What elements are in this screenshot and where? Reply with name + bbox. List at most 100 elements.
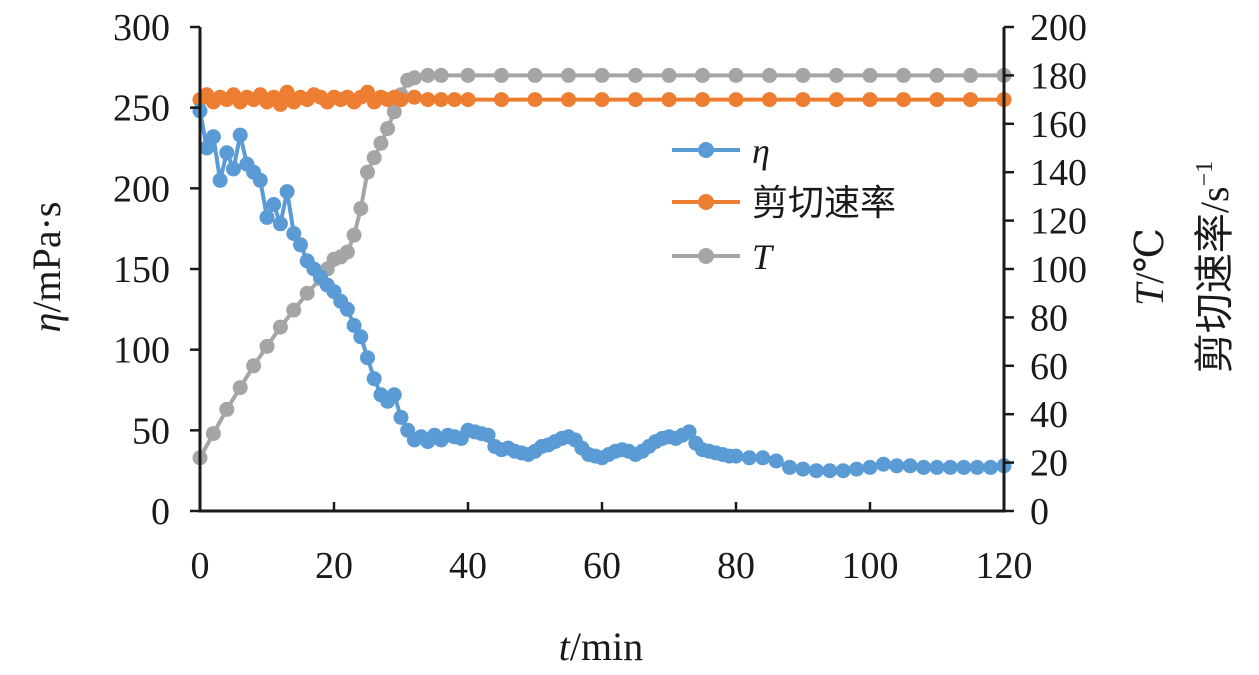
data-point-temperature bbox=[339, 244, 355, 260]
y-right-tick-label: 0 bbox=[1030, 491, 1049, 533]
x-tick-label: 80 bbox=[717, 545, 755, 587]
data-point-temperature bbox=[366, 150, 382, 166]
data-point-viscosity bbox=[755, 450, 771, 466]
data-point-temperature bbox=[795, 67, 811, 83]
y-left-axis-var: η bbox=[24, 313, 69, 333]
data-point-temperature bbox=[896, 67, 911, 83]
x-axis-var: t bbox=[559, 624, 571, 669]
data-point-shear-rate bbox=[695, 92, 710, 108]
data-point-viscosity bbox=[366, 371, 382, 387]
data-point-viscosity bbox=[212, 172, 228, 188]
data-point-temperature bbox=[862, 67, 878, 83]
x-tick-label: 120 bbox=[976, 545, 1033, 587]
x-tick-label: 100 bbox=[842, 545, 899, 587]
data-point-shear-rate bbox=[896, 92, 911, 108]
data-point-viscosity bbox=[768, 453, 784, 469]
data-point-viscosity bbox=[393, 409, 409, 425]
y-right-axis-unit: /℃ bbox=[1127, 228, 1172, 284]
y-right-tick-label: 60 bbox=[1030, 346, 1068, 388]
series-temperature bbox=[192, 67, 1012, 466]
data-point-temperature bbox=[728, 67, 744, 83]
y-right-axis-var: T bbox=[1127, 281, 1172, 306]
data-point-viscosity bbox=[862, 459, 878, 475]
data-point-viscosity bbox=[293, 237, 308, 253]
data-point-shear-rate bbox=[929, 92, 945, 108]
data-point-temperature bbox=[661, 67, 677, 83]
legend-marker-shear-rate bbox=[698, 194, 714, 210]
data-point-viscosity bbox=[983, 459, 999, 475]
data-point-viscosity bbox=[782, 459, 798, 475]
data-point-temperature bbox=[386, 104, 402, 120]
data-point-temperature bbox=[299, 285, 315, 301]
y-right-tick-label: 80 bbox=[1030, 297, 1068, 339]
data-point-shear-rate bbox=[527, 92, 543, 108]
data-point-shear-rate bbox=[406, 89, 422, 105]
y-left-tick-label: 50 bbox=[132, 410, 170, 452]
data-point-viscosity bbox=[272, 216, 288, 232]
data-point-viscosity bbox=[252, 172, 268, 188]
y-left-tick-label: 300 bbox=[113, 7, 170, 49]
series-layer bbox=[192, 67, 1012, 479]
data-point-temperature bbox=[561, 67, 576, 83]
data-point-viscosity bbox=[728, 448, 744, 464]
y-right-tick-label: 200 bbox=[1030, 7, 1087, 49]
tick-labels-layer: 0 20 40 60 80 100 120 0 50 100 150 200 250 300 0 20 40 60… bbox=[113, 7, 1087, 587]
data-point-temperature bbox=[205, 426, 221, 442]
x-tick-label: 20 bbox=[315, 545, 353, 587]
data-point-viscosity bbox=[266, 197, 282, 212]
y-right-axis-title-shear-rate: 剪切速率/s−1 bbox=[1192, 161, 1237, 373]
data-point-shear-rate bbox=[272, 96, 288, 112]
data-point-viscosity bbox=[969, 459, 985, 475]
legend-label-shear-rate: 剪切速率 bbox=[752, 183, 896, 223]
data-point-shear-rate bbox=[447, 92, 463, 108]
data-point-temperature bbox=[420, 67, 436, 83]
data-point-shear-rate bbox=[420, 92, 436, 108]
legend-label-viscosity: η bbox=[752, 131, 770, 171]
data-point-viscosity bbox=[360, 350, 375, 366]
y-right-axis-shear-text: 剪切速率/s bbox=[1192, 186, 1237, 373]
data-point-viscosity bbox=[199, 140, 215, 156]
series-viscosity bbox=[192, 103, 1012, 479]
data-point-temperature bbox=[460, 67, 476, 83]
data-point-shear-rate bbox=[728, 92, 744, 108]
data-point-temperature bbox=[373, 135, 389, 151]
data-point-shear-rate bbox=[393, 92, 409, 108]
data-point-temperature bbox=[963, 67, 978, 83]
data-point-viscosity bbox=[279, 184, 295, 200]
data-point-viscosity bbox=[875, 456, 891, 472]
x-axis-title: t/min bbox=[559, 624, 643, 669]
data-point-shear-rate bbox=[628, 92, 643, 108]
data-point-temperature bbox=[259, 338, 275, 354]
data-point-shear-rate bbox=[494, 92, 509, 108]
data-point-temperature bbox=[246, 358, 262, 374]
data-point-viscosity bbox=[849, 461, 865, 477]
legend: η 剪切速率 T bbox=[672, 131, 896, 277]
data-point-temperature bbox=[762, 67, 777, 83]
x-tick-label: 40 bbox=[449, 545, 487, 587]
data-point-viscosity bbox=[286, 226, 302, 241]
y-right-axis-shear-sup: −1 bbox=[1192, 161, 1218, 187]
data-point-viscosity bbox=[219, 145, 235, 161]
y-right-tick-label: 20 bbox=[1030, 443, 1068, 485]
y-left-tick-label: 250 bbox=[113, 88, 170, 130]
data-point-temperature bbox=[829, 67, 844, 83]
data-point-temperature bbox=[346, 227, 362, 243]
data-point-viscosity bbox=[205, 129, 221, 145]
data-point-viscosity bbox=[480, 427, 496, 443]
data-point-temperature bbox=[695, 67, 710, 83]
series-shear-rate bbox=[192, 84, 1012, 112]
y-right-tick-label: 120 bbox=[1030, 201, 1087, 243]
data-point-viscosity bbox=[956, 459, 972, 475]
data-point-shear-rate bbox=[862, 92, 878, 108]
data-point-viscosity bbox=[942, 459, 958, 475]
data-point-viscosity bbox=[902, 458, 918, 474]
y-right-axis-title-temperature: T/℃ bbox=[1127, 228, 1172, 306]
data-point-temperature bbox=[628, 67, 643, 83]
data-point-temperature bbox=[433, 67, 449, 83]
data-point-shear-rate bbox=[795, 92, 811, 108]
y-right-tick-label: 40 bbox=[1030, 394, 1068, 436]
data-point-viscosity bbox=[339, 301, 355, 317]
y-left-tick-label: 200 bbox=[113, 168, 170, 210]
